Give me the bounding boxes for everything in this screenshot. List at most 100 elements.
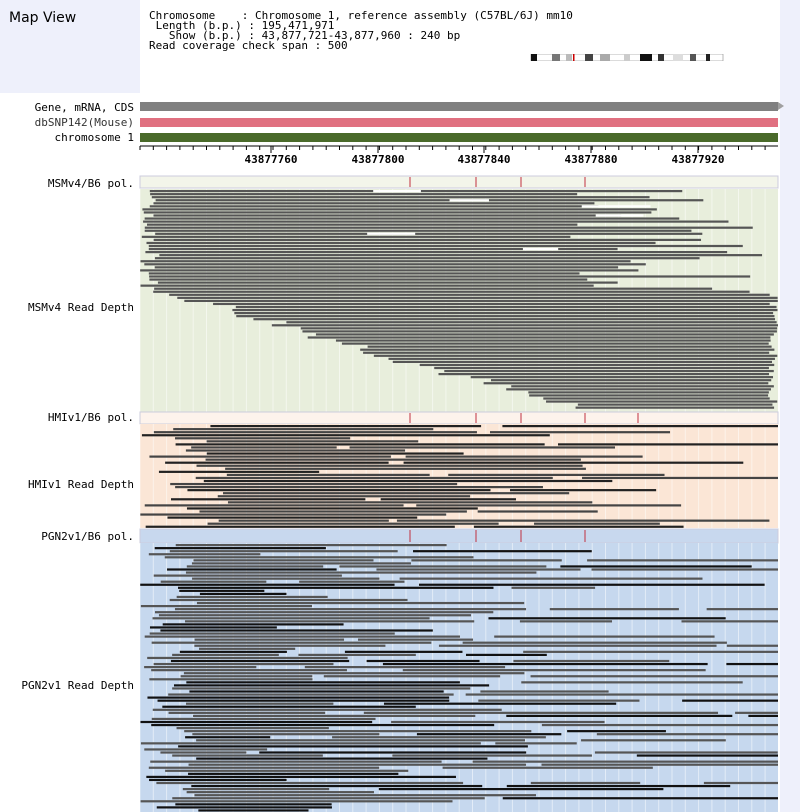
hmi-read: [196, 464, 583, 467]
hmi-read: [558, 443, 778, 446]
pgn-read: [198, 809, 309, 812]
msm-read: [253, 318, 776, 321]
pgn-read: [184, 730, 532, 733]
pgn-read: [180, 675, 313, 678]
chromosome-track-label: chromosome 1: [54, 131, 134, 144]
read-gap: [367, 232, 416, 235]
msm-read: [148, 244, 743, 248]
hmi-read: [185, 449, 406, 452]
pgn-read: [179, 650, 287, 653]
msm-read: [235, 305, 777, 309]
pgn-read: [151, 669, 347, 672]
pgn-read: [494, 635, 715, 638]
ruler-tick-label: 43877920: [671, 153, 725, 166]
hmi-read: [175, 443, 545, 446]
pgn-read: [194, 794, 536, 797]
pgn-read: [144, 666, 257, 669]
gene-track-bar[interactable]: [140, 102, 778, 111]
hmi-read: [477, 510, 598, 513]
pgn-read: [581, 739, 726, 742]
pgn-read: [735, 711, 778, 714]
pgn-read: [158, 614, 471, 617]
pgn-read: [172, 797, 485, 800]
hmi-read: [380, 498, 516, 501]
hmi-read: [223, 492, 570, 495]
msm-read: [575, 406, 775, 409]
hmi-read: [510, 489, 657, 492]
ruler-tick-label: 43877760: [244, 153, 298, 166]
pgn-read: [175, 803, 332, 806]
pgn-read: [363, 711, 719, 714]
pgn-read: [298, 653, 416, 656]
pgn-read: [418, 583, 765, 586]
pgn-read: [144, 635, 460, 638]
hmi-read: [167, 516, 418, 519]
chromosome-ideogram[interactable]: [530, 54, 726, 61]
app-title: Map View: [9, 10, 77, 26]
hmi-read: [490, 431, 671, 434]
msm-read: [543, 397, 770, 400]
pgn-read: [153, 574, 342, 577]
msm-read: [169, 293, 770, 296]
show-range-info: Show (b.p.) : 43,877,721-43,877,960 : 24…: [149, 29, 461, 42]
pgn-read: [596, 733, 778, 736]
hmi-read: [144, 504, 404, 507]
msm-read: [490, 379, 772, 382]
pgn-read: [172, 754, 323, 757]
msm-read: [142, 208, 657, 211]
pgn-read: [196, 757, 488, 760]
msm-read: [177, 296, 778, 299]
dbsnp-track-bar[interactable]: [140, 118, 778, 127]
pgn-read: [170, 659, 350, 663]
msm-read: [341, 342, 769, 345]
pgn-read: [150, 760, 442, 763]
chromosome-track-bar[interactable]: [140, 133, 778, 142]
pgn-read: [140, 605, 312, 608]
msm-read: [373, 354, 778, 357]
dbsnp-track-label: dbSNP142(Mouse): [34, 116, 134, 129]
pol-bar: [140, 412, 778, 424]
msm-read: [144, 226, 753, 229]
pgn-read: [192, 577, 380, 580]
pgn-read: [530, 781, 641, 785]
hmi-read: [186, 507, 478, 510]
pgn-read: [144, 748, 268, 751]
pgn-read: [511, 586, 596, 589]
pgn-read: [185, 620, 475, 623]
pgn-read: [748, 714, 778, 717]
pgn-read: [344, 650, 463, 653]
pgn-read: [178, 745, 528, 748]
ideogram-position-marker: [573, 54, 575, 61]
pgn-read: [416, 733, 562, 736]
hmi-read: [203, 479, 613, 483]
pgn-read: [152, 708, 502, 711]
msm-read: [438, 373, 770, 376]
msm-read: [444, 369, 774, 373]
hmi-read: [582, 476, 778, 480]
pgn-read: [162, 705, 416, 708]
pgn-read: [149, 626, 277, 629]
pgn-read: [140, 720, 373, 724]
hmi-read: [171, 498, 366, 501]
pgn-read: [413, 550, 592, 553]
hmi-read: [140, 513, 447, 516]
msm-read: [146, 241, 656, 245]
pgn-read: [186, 702, 334, 705]
pgn-read: [506, 784, 731, 788]
pgn-read: [149, 632, 395, 635]
msm-read: [360, 348, 775, 351]
pgn-read: [140, 742, 481, 745]
hmi-read: [502, 425, 778, 428]
pgn-read: [259, 751, 527, 754]
pgn-read: [193, 714, 476, 717]
hmi-read: [153, 431, 477, 434]
pgn-read: [358, 638, 474, 641]
pgn-read: [167, 568, 337, 571]
pgn-read: [378, 788, 664, 791]
coverage-span-info: Read coverage check span : 500: [149, 39, 348, 52]
pgn-read: [172, 653, 279, 656]
pgn-read: [391, 720, 605, 724]
pgn-read: [502, 797, 778, 800]
hmi-read: [141, 434, 550, 437]
